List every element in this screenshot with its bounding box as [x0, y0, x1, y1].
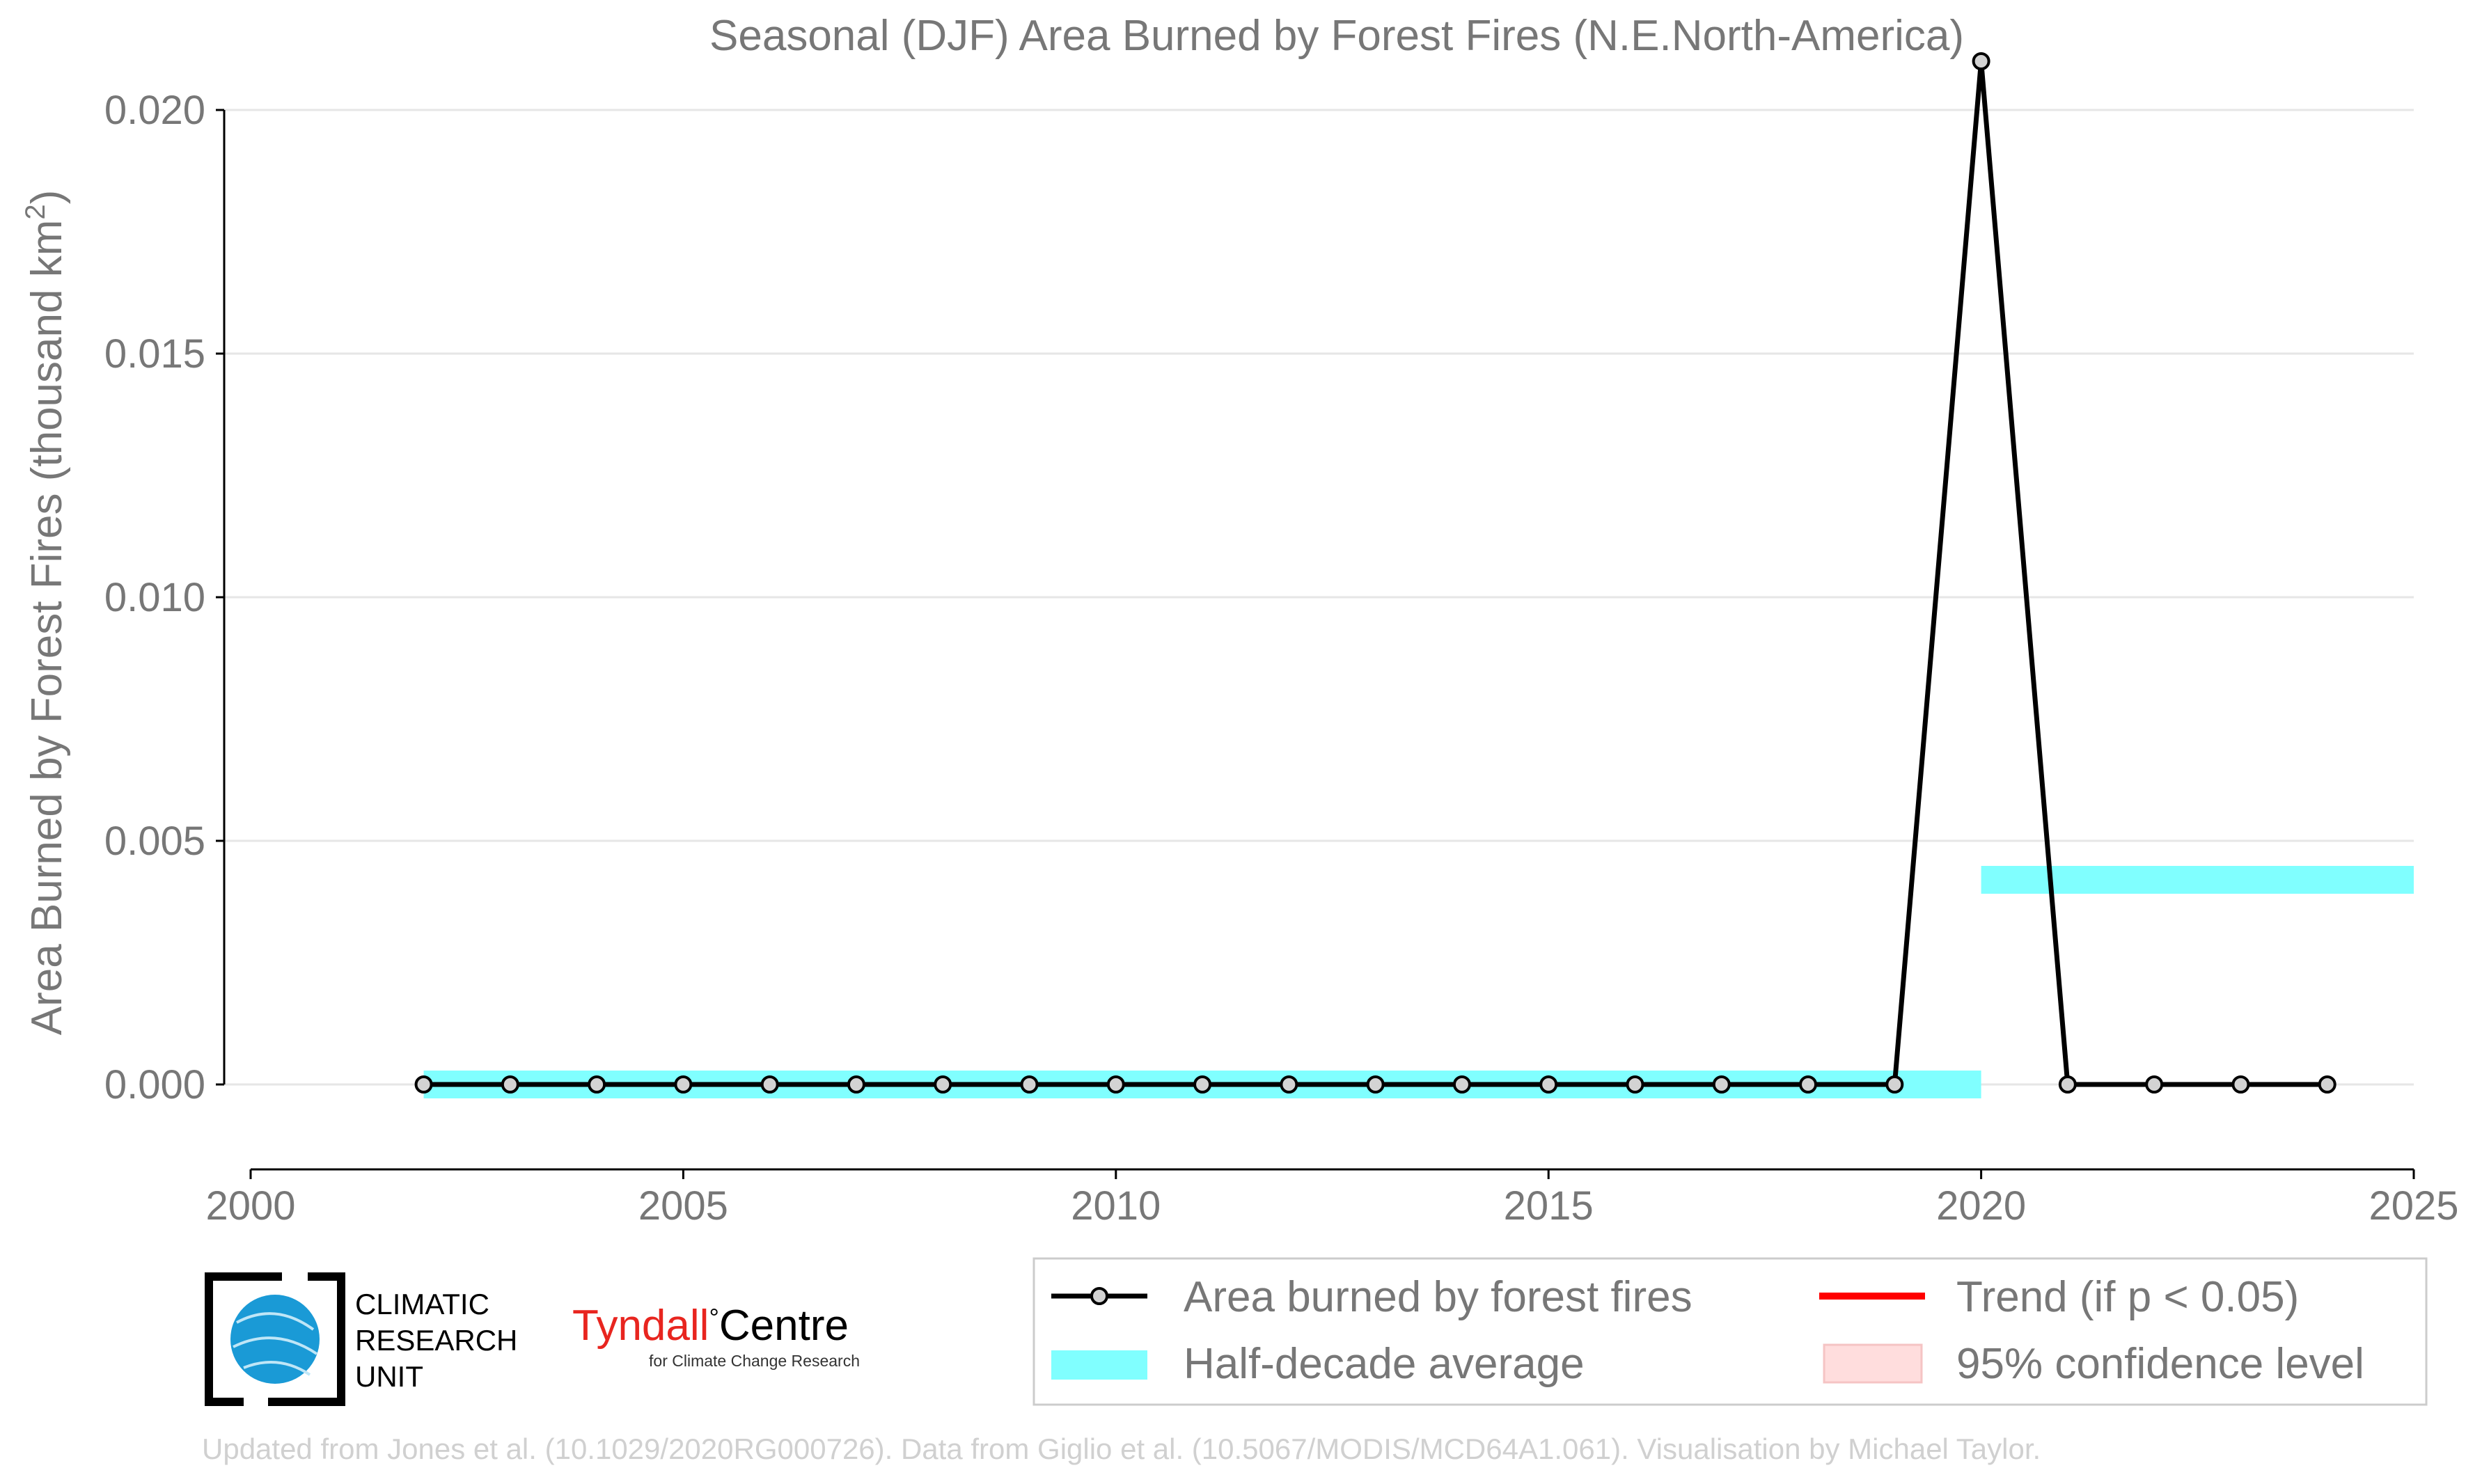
cru-text-line3: UNIT	[355, 1360, 423, 1393]
cru-logo: CLIMATIC RESEARCH UNIT	[205, 1272, 517, 1406]
x-tick-label-3: 2015	[1504, 1183, 1594, 1229]
chart-title: Seasonal (DJF) Area Burned by Forest Fir…	[709, 12, 1964, 60]
x-tick-label-0: 2000	[205, 1183, 295, 1229]
area-burned-series	[414, 52, 2336, 1094]
data-point-2006	[760, 1075, 779, 1094]
y-tick-label-3: 0.015	[104, 331, 205, 377]
data-point-2005	[674, 1075, 693, 1094]
legend-band-swatch	[1051, 1350, 1147, 1380]
data-point-2024	[2318, 1075, 2336, 1094]
cru-globe-swirl-icon	[233, 1312, 318, 1376]
y-axis-label-sup: 2	[20, 204, 51, 219]
cru-text-line1: CLIMATIC	[355, 1288, 489, 1320]
data-point-2016	[1626, 1075, 1644, 1094]
y-axis-label: Area Burned by Forest Fires (thousand km…	[20, 190, 71, 1036]
credit-line: Updated from Jones et al. (10.1029/2020R…	[202, 1432, 2041, 1465]
x-tick-label-4: 2020	[1936, 1183, 2026, 1229]
data-point-2004	[588, 1075, 606, 1094]
x-ticks: 2000 2005 2010 2015 2020 2025	[205, 1169, 2459, 1229]
legend-confidence-swatch	[1823, 1343, 1923, 1384]
tyndall-logo: Tyndall°Centre for Climate Change Resear…	[572, 1302, 860, 1370]
x-tick-label-1: 2005	[638, 1183, 728, 1229]
legend-label-trend: Trend (if p < 0.05)	[1956, 1273, 2299, 1321]
axes	[223, 110, 2414, 1171]
y-tick-label-4: 0.020	[104, 88, 205, 133]
data-point-2007	[847, 1075, 865, 1094]
data-point-2022	[2145, 1075, 2164, 1094]
data-point-2020	[1972, 52, 1990, 70]
data-point-2011	[1193, 1075, 1212, 1094]
y-tick-label-0: 0.000	[104, 1062, 205, 1107]
data-point-2012	[1280, 1075, 1298, 1094]
y-tick-label-1: 0.005	[104, 819, 205, 864]
cru-text-line2: RESEARCH	[355, 1324, 517, 1357]
data-point-2010	[1106, 1075, 1125, 1094]
y-axis-label-main: Area Burned by Forest Fires (thousand km	[23, 220, 71, 1036]
legend-label-confidence: 95% confidence level	[1956, 1340, 2364, 1388]
cru-frame-icon	[205, 1272, 345, 1406]
tyndall-centre: Centre	[719, 1302, 849, 1350]
legend-label-half-decade: Half-decade average	[1184, 1340, 1585, 1388]
x-tick-label-2: 2010	[1071, 1183, 1161, 1229]
data-point-2018	[1799, 1075, 1818, 1094]
data-point-2023	[2231, 1075, 2250, 1094]
data-point-2015	[1539, 1075, 1558, 1094]
x-tick-label-5: 2025	[2369, 1183, 2458, 1229]
half-decade-bands	[423, 866, 2414, 1098]
tyndall-subtitle: for Climate Change Research	[649, 1352, 860, 1370]
data-point-2013	[1366, 1075, 1385, 1094]
half-decade-band-1	[1981, 866, 2414, 894]
legend-marker-swatch	[1090, 1287, 1108, 1305]
grid-lines	[223, 109, 2414, 1086]
y-ticks: 0.000 0.005 0.010 0.015 0.020	[104, 88, 224, 1107]
tyndall-wordmark: Tyndall°Centre	[572, 1302, 849, 1350]
legend-box	[1032, 1257, 2428, 1406]
data-point-2017	[1712, 1075, 1731, 1094]
tyndall-name: Tyndall	[572, 1302, 709, 1350]
data-point-2014	[1452, 1075, 1471, 1094]
area-burned-line	[423, 58, 2327, 1087]
tyndall-degree: °	[709, 1303, 718, 1332]
legend-label-area: Area burned by forest fires	[1184, 1273, 1692, 1321]
legend: Area burned by forest fires Trend (if p …	[1032, 1257, 2428, 1406]
data-point-2003	[501, 1075, 519, 1094]
data-point-2002	[414, 1075, 433, 1094]
data-point-2021	[2058, 1075, 2077, 1094]
y-tick-label-2: 0.010	[104, 575, 205, 620]
y-axis-label-close: )	[23, 190, 71, 205]
data-point-2009	[1020, 1075, 1039, 1094]
data-point-2008	[934, 1075, 952, 1094]
data-point-2019	[1885, 1075, 1904, 1094]
